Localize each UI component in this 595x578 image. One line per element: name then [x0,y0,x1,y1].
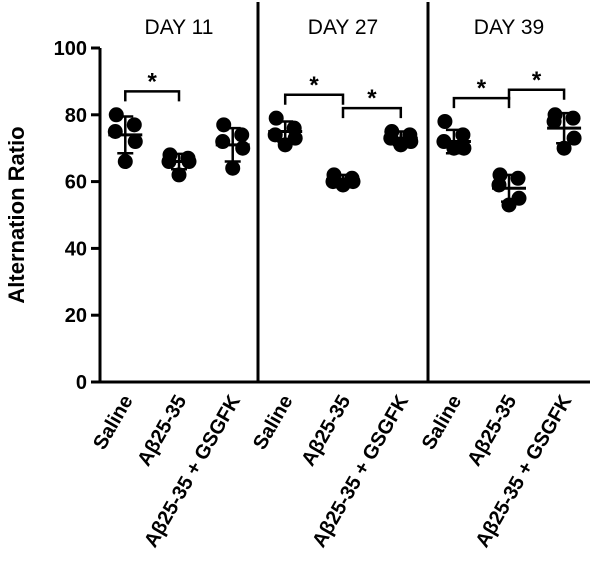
y-tick-label: 80 [65,105,87,127]
category-label: Aβ25-35 [463,392,521,470]
bracket-line [507,88,566,100]
panel-title: DAY 11 [145,16,214,39]
category-label: Aβ25-35 + GSGFK [140,391,245,551]
data-point [117,154,133,170]
data-point [171,167,187,183]
bracket-line [452,96,511,109]
category-label: Saline [249,392,298,454]
data-point [446,140,462,156]
y-axis-label: Alternation Ratio [4,126,29,303]
bracket-line [341,106,403,119]
data-point [216,117,232,133]
significance-star: * [532,67,542,94]
data-point [107,124,123,139]
group [436,113,472,156]
significance-star: * [309,72,319,99]
group [383,124,419,153]
category-label: Saline [89,392,138,454]
group [215,117,251,176]
group [161,147,197,183]
significance-star: * [147,68,157,95]
bracket-line [124,90,181,102]
data-point [393,137,409,153]
data-point [225,160,241,176]
category-label: Aβ25-35 [133,392,191,470]
axes: 0 20 40 60 80 100 Alternation Ratio [4,2,590,394]
data-point [181,154,197,170]
y-tick-label: 40 [65,238,87,260]
data-point [108,107,124,123]
panel-title: DAY 27 [308,16,378,39]
y-tick-label: 60 [65,172,87,194]
group [325,167,361,193]
data-point [565,110,581,126]
data-point [267,127,283,143]
data-point [510,170,526,186]
significance-bracket: * [452,75,511,109]
group [491,167,527,213]
data-point [437,113,453,129]
group [107,107,143,170]
bracket-line [283,93,345,105]
category-label: Aβ25-35 [297,392,355,470]
y-tick-label: 20 [65,305,87,327]
data-point [126,117,142,133]
significance-bracket: * [124,68,181,102]
category-label: Aβ25-35 + GSGFK [471,391,576,551]
data-point [566,130,582,146]
group [267,110,303,153]
data-point [234,127,250,143]
significance-bracket: * [507,67,566,100]
data-point [127,134,143,150]
data-point [546,113,562,129]
data-point [556,140,572,156]
category-label: Saline [418,392,467,454]
significance-bracket: * [283,72,345,105]
panel-title: DAY 39 [474,16,544,39]
data-point [501,197,517,213]
data-point [455,127,471,143]
data-point [268,110,284,126]
data-point [215,134,231,150]
data-point [161,154,177,170]
y-tick-label: 100 [54,38,87,60]
significance-bracket: * [341,85,403,119]
group [546,107,582,156]
significance-star: * [477,75,487,102]
data-point [335,177,351,193]
significance-star: * [367,85,377,112]
y-tick-label: 0 [76,372,87,394]
data-point [277,137,293,153]
data-point [491,177,507,193]
data-point [235,140,251,156]
